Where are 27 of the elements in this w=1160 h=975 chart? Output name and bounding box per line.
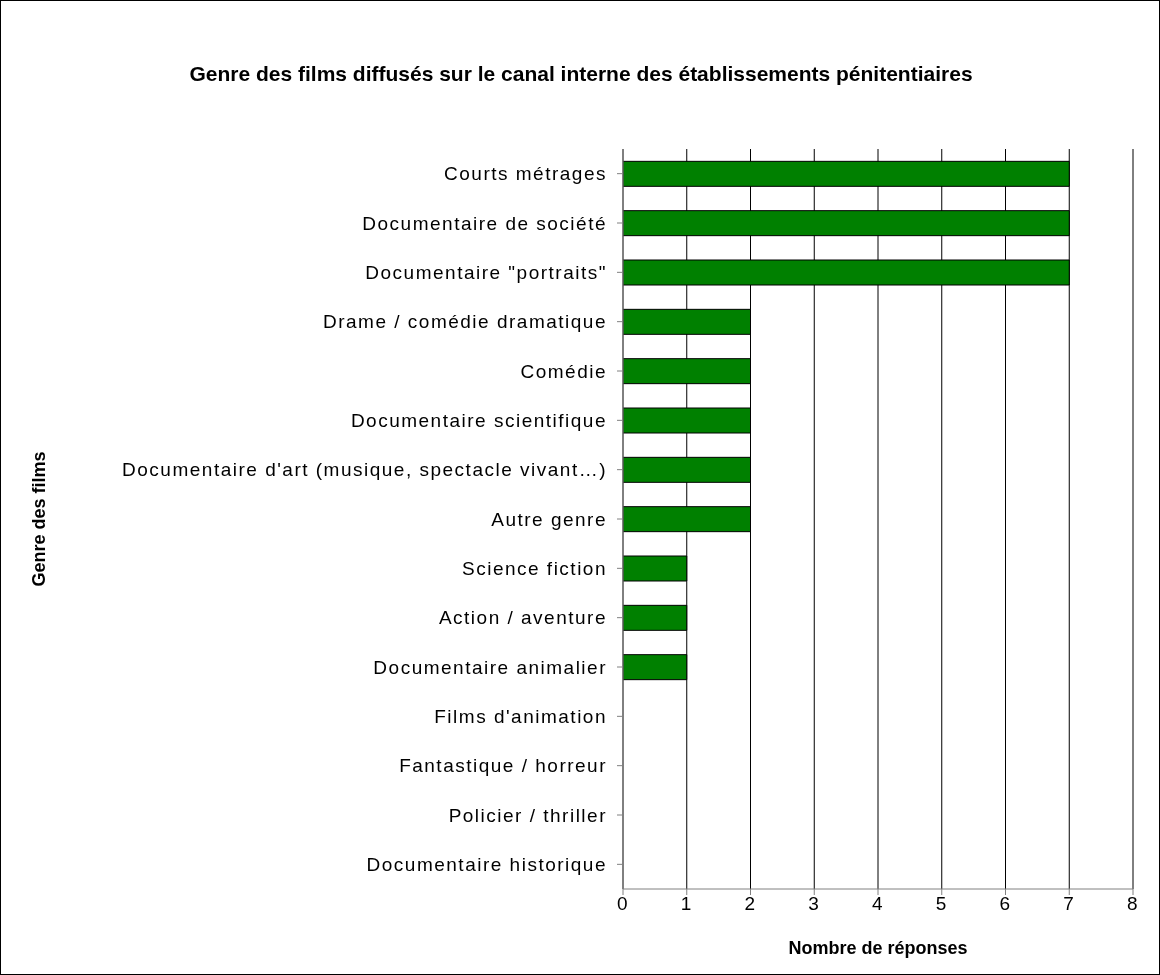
y-tick-label: Documentaire d'art (musique, spectacle vivant…) — [122, 459, 607, 481]
x-tick-label: 3 — [808, 893, 821, 915]
y-tick-label: Action / aventure — [438, 607, 607, 629]
y-tick-label: Documentaire historique — [366, 854, 607, 876]
x-axis-title: Nombre de réponses — [788, 938, 968, 958]
y-tick-label: Films d'animation — [434, 706, 607, 728]
y-tick-label: Documentaire animalier — [373, 656, 607, 678]
x-tick-label: 4 — [871, 893, 885, 915]
chart-title: Genre des films diffusés sur le canal interne des établissements pénitentiaires — [188, 61, 974, 87]
x-tick-label: 2 — [744, 893, 757, 915]
y-tick-label: Courts métrages — [444, 163, 607, 185]
y-tick-label: Autre genre — [491, 508, 607, 530]
y-axis-title: Genre des films — [29, 451, 50, 587]
x-tick-label: 1 — [680, 893, 693, 915]
y-tick-label: Policier / thriller — [448, 804, 607, 826]
x-tick-label: 5 — [935, 893, 948, 915]
y-tick-label: Documentaire de société — [362, 212, 607, 234]
y-tick-label: Comédie — [520, 360, 607, 382]
x-tick-label: 6 — [999, 893, 1012, 915]
x-tick-label: 0 — [616, 893, 630, 915]
y-tick-label: Documentaire "portraits" — [365, 262, 607, 284]
y-tick-label: Drame / comédie dramatique — [323, 311, 607, 333]
y-tick-label: Fantastique / horreur — [399, 755, 607, 777]
x-tick-label: 8 — [1126, 893, 1140, 915]
y-tick-label: Documentaire scientifique — [350, 410, 607, 432]
y-tick-label: Science fiction — [461, 558, 607, 580]
x-tick-label: 7 — [1063, 893, 1076, 915]
